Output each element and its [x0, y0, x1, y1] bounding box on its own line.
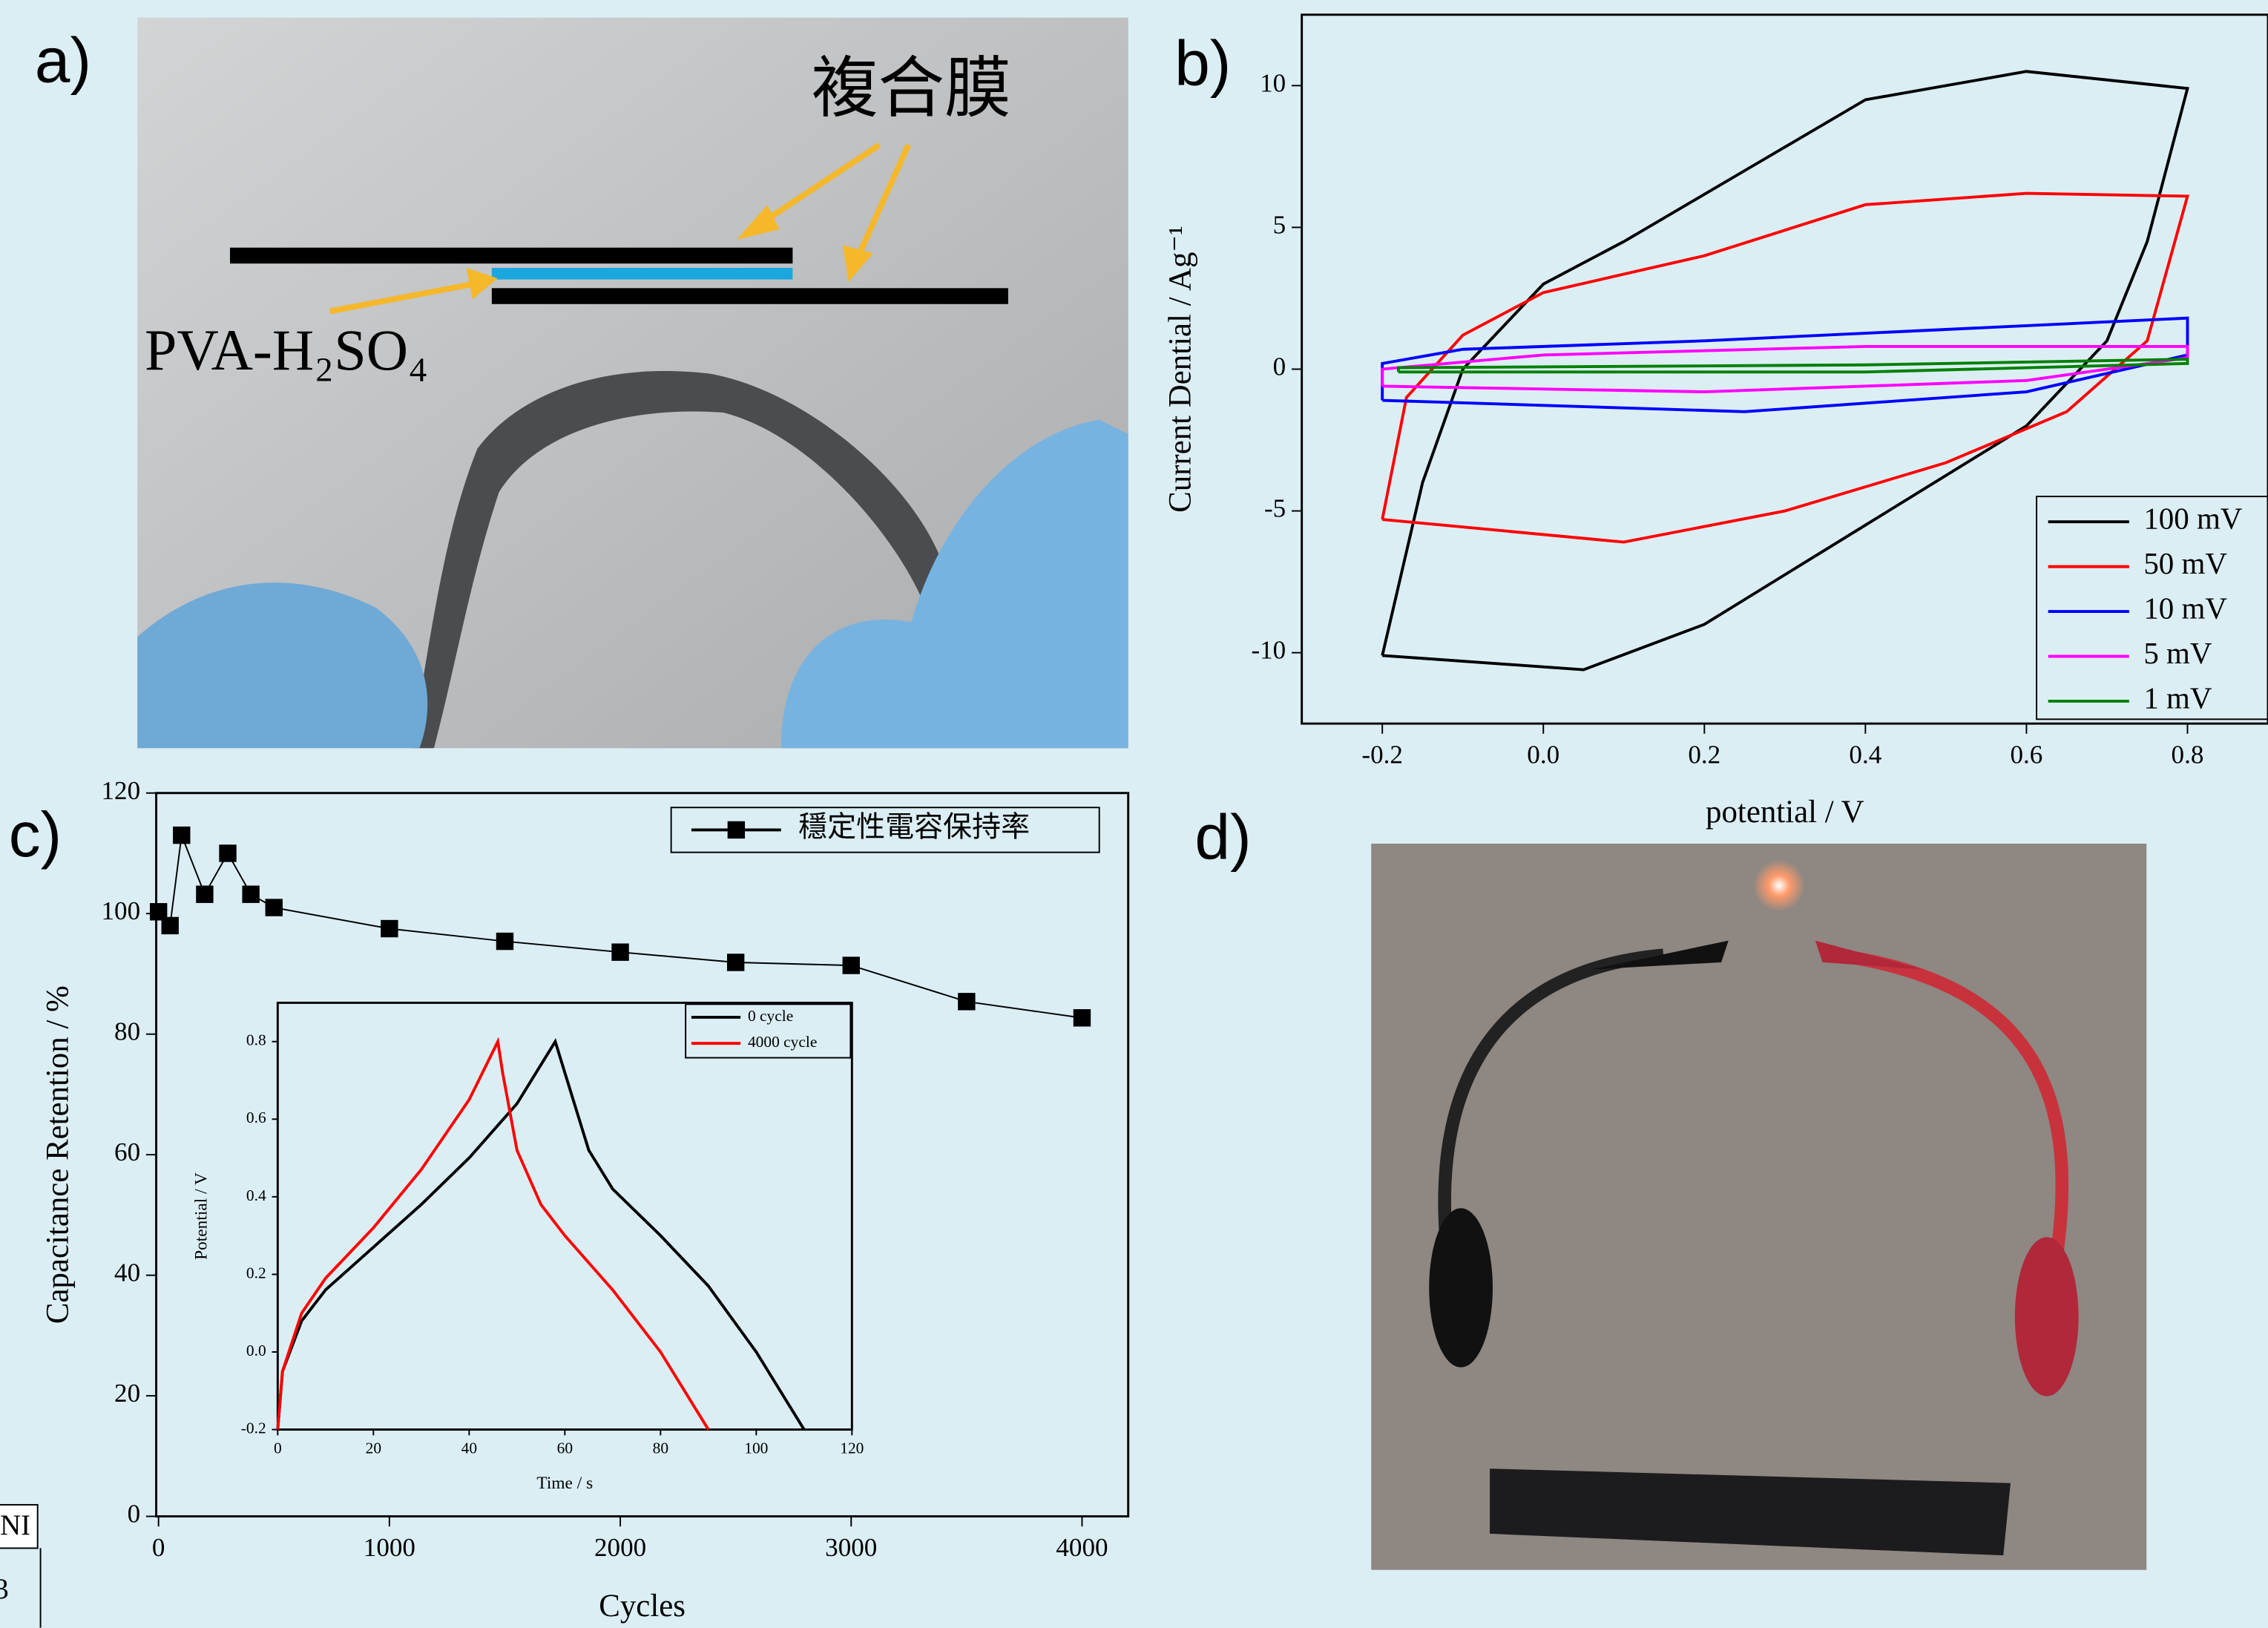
y-tick-label: 100: [101, 896, 140, 925]
y-tick-label: 10: [1260, 68, 1286, 97]
marker: [162, 917, 179, 934]
x-tick-label: 120: [840, 1440, 864, 1457]
panel-label: a): [35, 25, 91, 96]
x-tick-label: 100: [744, 1440, 768, 1457]
figure: 複合膜 PVA-H₂SO₄ NI 3 a) b) c) d) -0.2 0.0 0.…: [0, 0, 2268, 1628]
film-label: 複合膜: [812, 53, 1011, 126]
x-tick-label: 4000: [1056, 1533, 1108, 1562]
y-tick-label: 0.4: [246, 1186, 266, 1204]
x-tick-label: 2000: [594, 1533, 646, 1562]
x-tick-label: 40: [461, 1440, 477, 1457]
y-tick-label: 20: [114, 1379, 140, 1408]
y-tick-label: 80: [114, 1017, 140, 1046]
x-tick-label: 3000: [825, 1533, 877, 1562]
marker: [219, 844, 236, 861]
y-tick-label: 0.0: [246, 1342, 266, 1359]
x-tick-label: 0.0: [1527, 740, 1559, 769]
panel-label: c): [9, 799, 62, 870]
photo-d: [1371, 844, 2146, 1570]
marker: [381, 920, 398, 937]
marker: [242, 886, 259, 903]
x-tick-label: 0.8: [2172, 740, 2204, 769]
x-tick-label: 0.4: [1849, 740, 1881, 769]
panel-label: d): [1194, 802, 1251, 873]
marker: [496, 933, 513, 950]
fragment-text: NI: [0, 1509, 30, 1541]
marker: [727, 954, 744, 971]
x-tick-label: 80: [653, 1440, 668, 1457]
y-axis-title: Capacitance Retention / %: [41, 985, 76, 1324]
legend-label: 5 mV: [2143, 637, 2212, 670]
y-tick-label: 60: [114, 1138, 140, 1166]
legend-label: 1 mV: [2143, 681, 2212, 715]
panel-label: b): [1174, 28, 1231, 99]
legend-marker: [728, 821, 745, 838]
x-tick-label: 0: [152, 1533, 165, 1562]
chart: 0 20 40 60 80 100 120 -0.2 0.0 0.2 0.4 0.6 0.8 Time /…: [191, 1002, 864, 1493]
y-tick-label: 5: [1273, 210, 1286, 239]
x-tick-label: 20: [366, 1440, 381, 1457]
legend-label: 50 mV: [2143, 547, 2227, 580]
photo-a: 複合膜 PVA-H₂SO₄: [137, 18, 1128, 749]
black-clip: [1429, 1208, 1493, 1367]
photo-background: [1371, 844, 2146, 1570]
electrode-bar: [230, 248, 792, 263]
marker: [843, 956, 860, 974]
x-tick-label: 0.2: [1688, 740, 1720, 769]
y-tick-label: -0.2: [241, 1419, 266, 1437]
led: [1753, 859, 1805, 911]
y-axis-title: Current Dential / Ag⁻¹: [1163, 226, 1198, 513]
y-tick-label: 0: [128, 1500, 141, 1529]
y-tick-label: -10: [1251, 636, 1286, 665]
x-tick-label: 0.6: [2010, 740, 2042, 769]
x-axis-title: Cycles: [599, 1589, 686, 1624]
x-tick-label: 1000: [364, 1533, 415, 1562]
y-tick-label: 0.6: [246, 1109, 266, 1126]
legend-label: 100 mV: [2143, 502, 2242, 536]
electrode-bar: [492, 288, 1008, 303]
y-tick-label: 0.2: [246, 1264, 266, 1281]
marker: [266, 899, 283, 916]
x-tick-label: 0: [274, 1440, 282, 1457]
legend-label: 0 cycle: [748, 1007, 793, 1025]
x-tick-label: 60: [557, 1440, 573, 1457]
electrolyte-bar: [492, 268, 793, 280]
y-axis-title: Potential / V: [191, 1172, 211, 1260]
x-axis-title: Time / s: [536, 1474, 593, 1493]
x-axis-title: potential / V: [1706, 795, 1864, 830]
x-tick-label: -0.2: [1361, 740, 1403, 769]
marker: [611, 943, 628, 960]
marker: [173, 827, 190, 844]
marker: [1074, 1009, 1091, 1026]
legend-label: 穩定性電容保持率: [798, 811, 1030, 843]
y-tick-label: -5: [1264, 494, 1286, 523]
marker: [196, 886, 213, 903]
fragment-text: 3: [0, 1573, 9, 1605]
electrolyte-label: PVA-H₂SO₄: [145, 318, 428, 382]
y-tick-label: 120: [101, 776, 140, 805]
red-clip: [2015, 1237, 2079, 1396]
legend-label: 4000 cycle: [748, 1033, 817, 1051]
y-tick-label: 40: [114, 1258, 140, 1287]
marker: [958, 993, 975, 1010]
y-tick-label: 0.8: [246, 1031, 266, 1049]
legend-label: 10 mV: [2143, 591, 2227, 625]
y-tick-label: 0: [1273, 352, 1286, 381]
